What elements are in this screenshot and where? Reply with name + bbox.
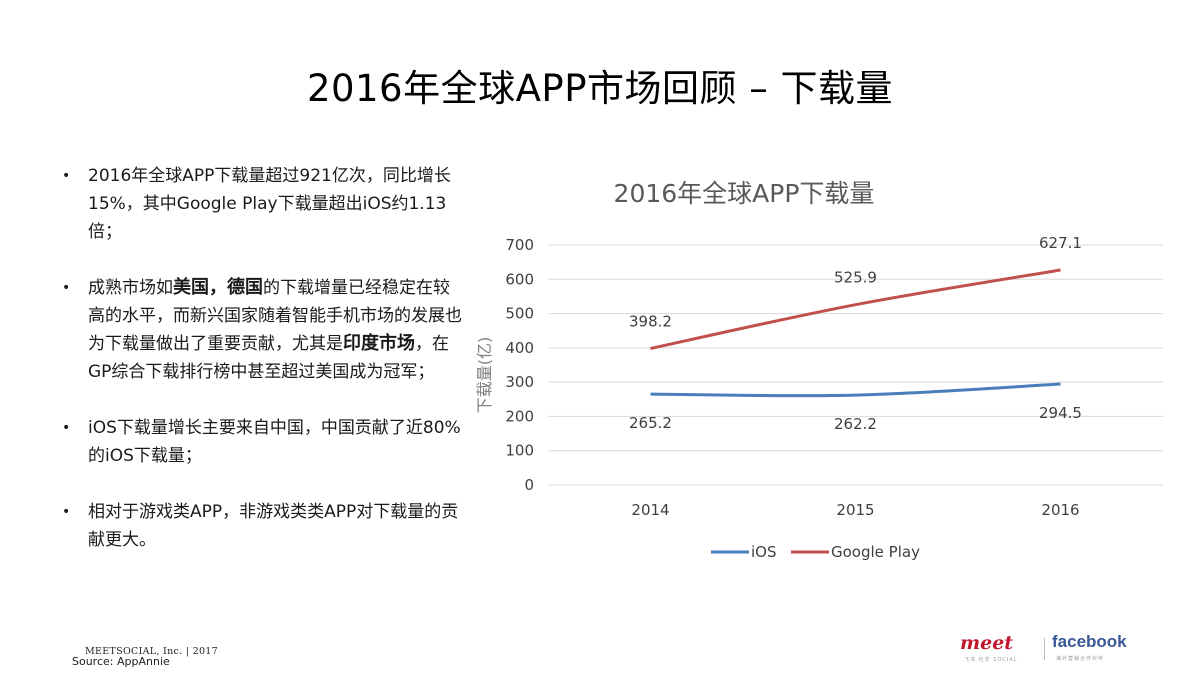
bullet-text: 相对于游戏类APP，非游戏类类APP对下载量的贡献更大。 — [88, 502, 459, 550]
bullet-dot-icon: • — [62, 168, 71, 184]
x-tick-label: 2014 — [631, 501, 669, 519]
y-tick-label: 300 — [505, 373, 534, 391]
bullet-text: iOS下载量增长主要来自中国，中国贡献了近80%的iOS下载量； — [88, 418, 461, 466]
data-label: 262.2 — [834, 415, 877, 433]
y-tick-label: 100 — [505, 442, 534, 460]
chart-container: 2016年全球APP下载量 0 100 200 300 400 500 600 700 201… — [468, 160, 1178, 580]
chart-title: 2016年全球APP下载量 — [614, 179, 875, 208]
bullet-dot-icon: • — [62, 280, 71, 296]
x-tick-label: 2015 — [836, 501, 874, 519]
line-chart: 2016年全球APP下载量 0 100 200 300 400 500 600 700 201… — [475, 179, 1163, 561]
bullet-text: 的下载增量已经稳定在较高的水平，而新兴国家随着智能手机市场的发展也为下载量做出了… — [88, 278, 462, 354]
x-axis-ticks: 2014 2015 2016 — [631, 501, 1079, 519]
y-tick-label: 200 — [505, 407, 534, 425]
bullet-item: • iOS下载量增长主要来自中国，中国贡献了近80%的iOS下载量； — [62, 414, 462, 470]
series-line-google-play — [650, 268, 1061, 350]
bullet-emphasis: 美国，德国 — [173, 277, 263, 298]
facebook-logo-subtext: 海外营销合作伙伴 — [1056, 656, 1105, 662]
y-tick-label: 0 — [524, 476, 534, 494]
bullet-list: • 2016年全球APP下载量超过921亿次，同比增长15%，其中Google … — [62, 162, 462, 554]
bullet-item: • 2016年全球APP下载量超过921亿次，同比增长15%，其中Google … — [62, 162, 462, 246]
footer-source: Source: AppAnnie — [72, 655, 170, 668]
chart-data-labels: 265.2 262.2 294.5 398.2 525.9 627.1 — [629, 234, 1082, 433]
bullet-dot-icon: • — [62, 420, 71, 436]
y-axis-ticks: 0 100 200 300 400 500 600 700 — [505, 236, 534, 494]
chart-series — [650, 268, 1061, 398]
y-tick-label: 400 — [505, 339, 534, 357]
facebook-logo: facebook — [1052, 632, 1127, 651]
bullet-dot-icon: • — [62, 504, 71, 520]
y-tick-label: 700 — [505, 236, 534, 254]
data-label: 294.5 — [1039, 404, 1082, 422]
data-label: 398.2 — [629, 312, 672, 330]
y-axis-label: 下载量(亿) — [475, 337, 494, 414]
x-tick-label: 2016 — [1041, 501, 1079, 519]
legend-label: iOS — [751, 543, 777, 561]
data-label: 627.1 — [1039, 234, 1082, 252]
footer-brand: MEETSOCIAL, Inc. | 2017 — [85, 646, 218, 657]
bullet-text: 2016年全球APP下载量超过921亿次，同比增长15%，其中Google Pl… — [88, 166, 451, 242]
bullet-item: • 成熟市场如美国，德国的下载增量已经稳定在较高的水平，而新兴国家随着智能手机市… — [62, 274, 462, 386]
bullet-text: 成熟市场如 — [88, 278, 173, 298]
meetsocial-logo-subtext: 飞书 社交 SOCIAL — [964, 657, 1018, 663]
bullet-item: • 相对于游戏类APP，非游戏类类APP对下载量的贡献更大。 — [62, 498, 462, 554]
bullet-emphasis: 印度市场 — [343, 333, 415, 354]
slide-title: 2016年全球APP市场回顾 – 下载量 — [306, 67, 894, 110]
logo-divider — [1044, 638, 1045, 660]
legend-label: Google Play — [831, 543, 920, 561]
partner-logos: meet 飞书 社交 SOCIAL facebook 海外营销合作伙伴 — [960, 632, 1130, 664]
meetsocial-logo: meet — [960, 632, 1014, 654]
y-tick-label: 500 — [505, 305, 534, 323]
data-label: 525.9 — [834, 269, 877, 287]
chart-legend: iOS Google Play — [711, 543, 920, 561]
data-label: 265.2 — [629, 414, 672, 432]
series-line-ios — [650, 382, 1061, 398]
y-tick-label: 600 — [505, 270, 534, 288]
bullet-text: ，在GP综合下载排行榜中甚至超过美国成为冠军； — [88, 334, 449, 382]
